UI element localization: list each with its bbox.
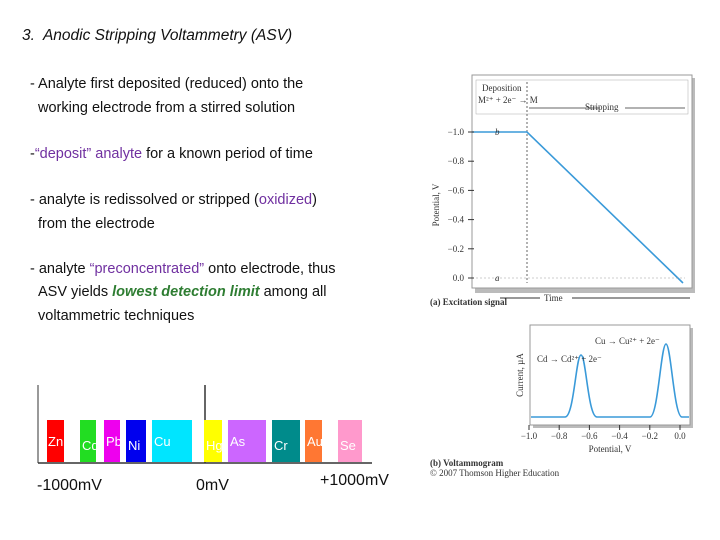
element-block — [47, 420, 64, 462]
element-block — [104, 420, 120, 462]
bullet-line: - analyte is redissolved or stripped (ox… — [30, 192, 317, 208]
bullet-text: “deposit” analyte — [35, 146, 142, 162]
bullet-line: working electrode from a stirred solutio… — [37, 100, 295, 116]
x-tick-label: −0.6 — [581, 431, 598, 441]
slide-title: 3. Anodic Stripping Voltammetry (ASV) — [22, 27, 292, 44]
y-tick-label: −0.6 — [448, 185, 465, 195]
bullet-text: - — [30, 146, 35, 162]
bullet-text: - Analyte first deposited (reduced) onto… — [30, 76, 303, 92]
bullet-text: lowest detection limit — [112, 284, 261, 300]
bullet-text: working electrode from a stirred solutio… — [37, 100, 295, 116]
bullet-line: from the electrode — [38, 216, 155, 232]
y-axis-label: Current, µA — [515, 353, 525, 397]
y-tick-label: −0.2 — [448, 244, 464, 254]
excitation-curve — [472, 131, 684, 284]
bullet-line: -“deposit” analyte for a known period of… — [30, 146, 313, 162]
x-tick-label: 0.0 — [674, 431, 686, 441]
scale-label: 0mV — [196, 477, 229, 494]
element-symbol: As — [230, 434, 246, 449]
bullet-line: - Analyte first deposited (reduced) onto… — [30, 76, 303, 92]
legend-deposition: Deposition — [482, 83, 522, 93]
bullet-text: ASV yields — [38, 284, 112, 300]
voltammogram-curve — [531, 343, 689, 418]
element-symbol: Au — [307, 434, 323, 449]
element-symbol: Cu — [154, 434, 171, 449]
peak-label: Cu → Cu²⁺ + 2e⁻ — [595, 336, 660, 346]
peak-label: Cd → Cd²⁺ + 2e⁻ — [537, 354, 602, 364]
element-symbol: Pb — [106, 434, 122, 449]
element-symbol: Cr — [274, 438, 288, 453]
bullet-line: ASV yields lowest detection limit among … — [38, 284, 327, 300]
element-block — [126, 420, 146, 462]
y-axis-label: Potential, V — [431, 183, 441, 226]
element-block — [272, 420, 300, 462]
y-tick-label: −1.0 — [448, 127, 465, 137]
scale-label: +1000mV — [320, 472, 389, 489]
element-block — [204, 420, 222, 462]
bullet-line: - analyte “preconcentrated” onto electro… — [30, 261, 336, 277]
y-tick-label: −0.4 — [448, 215, 465, 225]
element-block — [152, 420, 192, 462]
bullet-text: voltammetric techniques — [38, 308, 194, 324]
bullet-text: oxidized — [259, 192, 312, 208]
element-block — [80, 420, 96, 462]
bullet-text: - analyte — [30, 261, 90, 277]
bullet-text: for a known period of time — [142, 146, 313, 162]
caption: (b) Voltammogram — [430, 458, 504, 468]
time-label: Time — [544, 293, 563, 303]
bullet-text: onto electrode, thus — [204, 261, 335, 277]
y-tick-label: −0.8 — [448, 156, 465, 166]
x-tick-label: −0.2 — [642, 431, 658, 441]
y-tick-label: 0.0 — [453, 273, 465, 283]
x-tick-label: −0.4 — [611, 431, 628, 441]
point-label: b — [495, 127, 500, 137]
copyright: © 2007 Thomson Higher Education — [430, 468, 560, 478]
bullet-text: ) — [312, 192, 317, 208]
bullet-text: - analyte is redissolved or stripped ( — [30, 192, 259, 208]
element-symbol: Zn — [48, 434, 63, 449]
voltammogram-frame — [529, 324, 691, 426]
element-symbol: Cd — [82, 438, 99, 453]
bullet-text: among all — [260, 284, 327, 300]
legend-stripping: Stripping — [585, 102, 619, 112]
scale-label: -1000mV — [37, 477, 102, 494]
element-symbol: Hg — [206, 438, 223, 453]
element-block — [338, 420, 362, 462]
bullet-text: “preconcentrated” — [90, 261, 205, 277]
bullet-text: from the electrode — [38, 216, 155, 232]
element-symbol: Se — [340, 438, 356, 453]
caption: (a) Excitation signal — [430, 297, 508, 307]
element-block — [305, 420, 322, 462]
x-axis-label: Potential, V — [589, 444, 632, 454]
legend-reaction: M²⁺ + 2e⁻ → M — [478, 95, 538, 105]
x-tick-label: −1.0 — [521, 431, 538, 441]
x-tick-label: −0.8 — [551, 431, 568, 441]
element-block — [228, 420, 266, 462]
point-label: a — [495, 273, 500, 283]
element-symbol: Ni — [128, 438, 140, 453]
bullet-line: voltammetric techniques — [38, 308, 194, 324]
